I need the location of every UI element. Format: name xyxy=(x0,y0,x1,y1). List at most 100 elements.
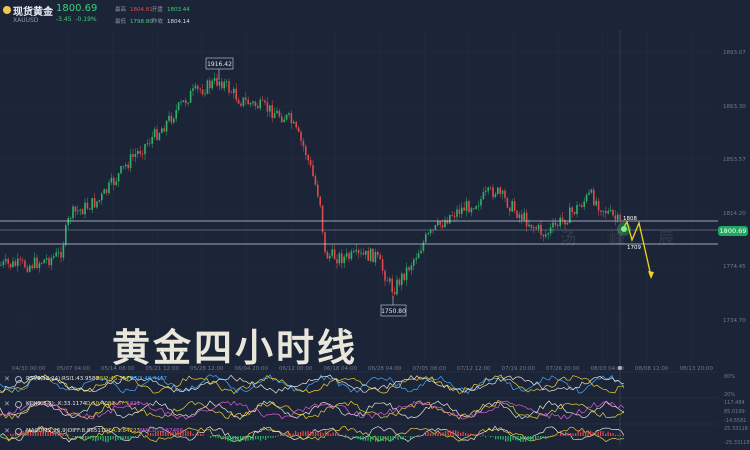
macd-bar xyxy=(427,431,429,436)
macd-bar xyxy=(150,432,152,436)
macd-bar xyxy=(10,433,12,436)
candle-body xyxy=(43,259,45,264)
macd-bar xyxy=(392,436,394,441)
candle-body xyxy=(350,251,353,259)
macd-bar xyxy=(230,436,232,442)
candle-body xyxy=(41,263,43,265)
candle-body xyxy=(497,187,499,195)
candle-body xyxy=(125,164,127,167)
macd-bar xyxy=(177,431,179,436)
candle-body xyxy=(7,259,9,264)
indicator-line xyxy=(0,374,625,395)
candle-body xyxy=(379,255,381,260)
low-value: 1798.80 xyxy=(130,19,153,25)
macd-bar xyxy=(480,436,482,437)
candle-body xyxy=(2,261,5,265)
candle-body xyxy=(158,133,161,140)
candle-body xyxy=(101,193,103,201)
candle-body xyxy=(127,164,129,169)
indicator-line xyxy=(0,400,625,420)
macd-bar xyxy=(597,431,599,436)
macd-bar xyxy=(90,436,92,439)
close-icon[interactable]: ✕ xyxy=(4,375,10,383)
x-tick-label: 08/08 12:00 xyxy=(635,366,669,372)
macd-bar xyxy=(152,433,154,436)
candle-body xyxy=(269,105,271,112)
projection-path xyxy=(621,220,652,277)
candle-body xyxy=(525,212,528,227)
candle-body xyxy=(98,200,101,202)
macd-bar xyxy=(422,434,424,436)
macd-bar xyxy=(602,431,604,436)
eye-icon[interactable] xyxy=(15,376,22,383)
eye-icon[interactable] xyxy=(15,428,22,435)
candle-body xyxy=(468,201,470,213)
macd-bar xyxy=(107,436,109,443)
macd-bar xyxy=(372,436,374,440)
instrument-symbol: XAUUSD xyxy=(13,17,39,24)
candle-body xyxy=(348,253,350,259)
candle-body xyxy=(170,115,173,123)
candle-body xyxy=(182,100,185,103)
chevron-down-icon[interactable]: ▾ xyxy=(46,5,51,14)
candle-body xyxy=(57,252,60,254)
candle-body xyxy=(12,261,14,268)
candle-body xyxy=(585,194,588,202)
close-icon[interactable]: ✕ xyxy=(4,427,10,435)
candle-body xyxy=(77,210,79,212)
candle-body xyxy=(487,187,489,192)
candle-body xyxy=(377,251,379,256)
candle-body xyxy=(285,114,288,120)
rsi2-value: RSI2:45.3573 xyxy=(96,376,134,382)
macd-bar xyxy=(572,433,574,436)
macd-bar xyxy=(315,431,317,436)
prev-close-label: 昨收 xyxy=(152,19,164,25)
macd-bar xyxy=(467,433,469,436)
macd-bar xyxy=(55,433,57,436)
candle-body xyxy=(549,227,552,234)
macd-bar xyxy=(522,436,524,442)
macd-bar xyxy=(617,434,619,436)
x-tick-label: 04/30 00:00 xyxy=(12,366,46,372)
indicator-line xyxy=(0,374,625,395)
kdj-d-value: D:50.4081 xyxy=(86,401,115,407)
candle-body xyxy=(230,92,233,94)
macd-bar xyxy=(82,436,84,439)
macd-bar xyxy=(260,436,262,441)
candle-body xyxy=(389,278,391,282)
candle-body xyxy=(492,187,494,197)
candle-body xyxy=(343,256,345,264)
macd-bar xyxy=(195,434,197,436)
instrument-title[interactable]: 现货黄金 xyxy=(13,7,53,18)
macd-bar xyxy=(312,429,314,436)
candle-body xyxy=(614,215,617,220)
macd-bar xyxy=(265,436,267,440)
candle-body xyxy=(257,106,259,109)
macd-bar xyxy=(67,434,69,436)
macd-bar xyxy=(22,430,24,436)
macd-bar xyxy=(452,430,454,436)
candle-body xyxy=(333,249,336,260)
macd-bar xyxy=(215,436,217,438)
chart-caption-watermark: 黄金四小时线 xyxy=(112,325,359,370)
kdj-j-value: J:37.1411 xyxy=(114,401,141,407)
macd-bar xyxy=(30,431,32,436)
candle-body xyxy=(137,151,139,155)
x-tick-label: 08/13 20:00 xyxy=(680,366,714,372)
candle-body xyxy=(309,160,312,166)
candle-body xyxy=(213,77,216,81)
macd-bar xyxy=(117,436,119,440)
candle-body xyxy=(117,173,120,182)
macd-bar xyxy=(262,436,264,439)
macd-bar xyxy=(492,436,494,437)
macd-bar xyxy=(557,435,559,436)
macd-bar xyxy=(77,436,79,438)
candle-body xyxy=(465,201,468,211)
close-icon[interactable]: ✕ xyxy=(4,400,10,408)
candle-body xyxy=(163,128,165,132)
candle-body xyxy=(528,224,530,227)
candle-body xyxy=(221,81,223,89)
candle-body xyxy=(153,129,156,138)
eye-icon[interactable] xyxy=(15,401,22,408)
